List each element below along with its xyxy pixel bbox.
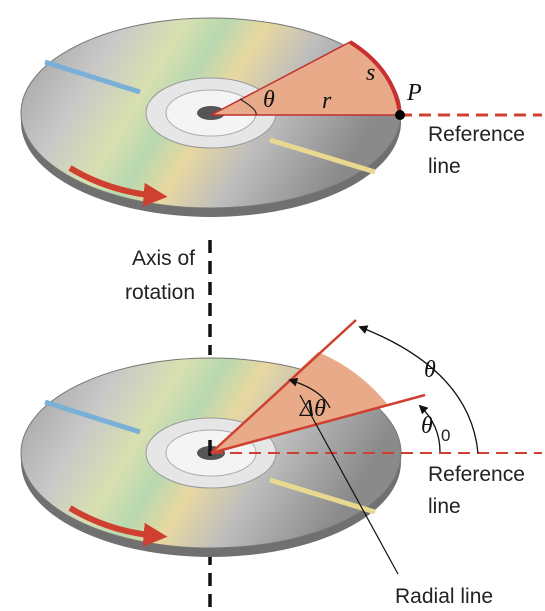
reference-label: line xyxy=(428,495,461,518)
diagram: θ r s P Reference line Axis of rotation … xyxy=(0,0,545,611)
label-theta: θ xyxy=(424,357,436,383)
label-r: r xyxy=(322,88,332,114)
label-theta0: θ xyxy=(421,413,433,439)
axis-label: rotation xyxy=(125,281,195,304)
label-delta-theta: Δθ xyxy=(299,396,326,422)
label-s: s xyxy=(366,60,375,86)
top-disc: θ r s P Reference line xyxy=(21,18,542,217)
reference-label: line xyxy=(428,155,461,178)
label-theta0-sub: 0 xyxy=(441,426,450,445)
axis-label: Axis of xyxy=(132,247,195,270)
bottom-disc: Δθ θ θ 0 Reference line Radial line xyxy=(21,320,542,608)
label-p: P xyxy=(406,80,422,106)
label-theta: θ xyxy=(263,87,275,113)
radial-line-label: Radial line xyxy=(395,585,493,608)
reference-label: Reference xyxy=(428,123,525,146)
reference-label: Reference xyxy=(428,463,525,486)
